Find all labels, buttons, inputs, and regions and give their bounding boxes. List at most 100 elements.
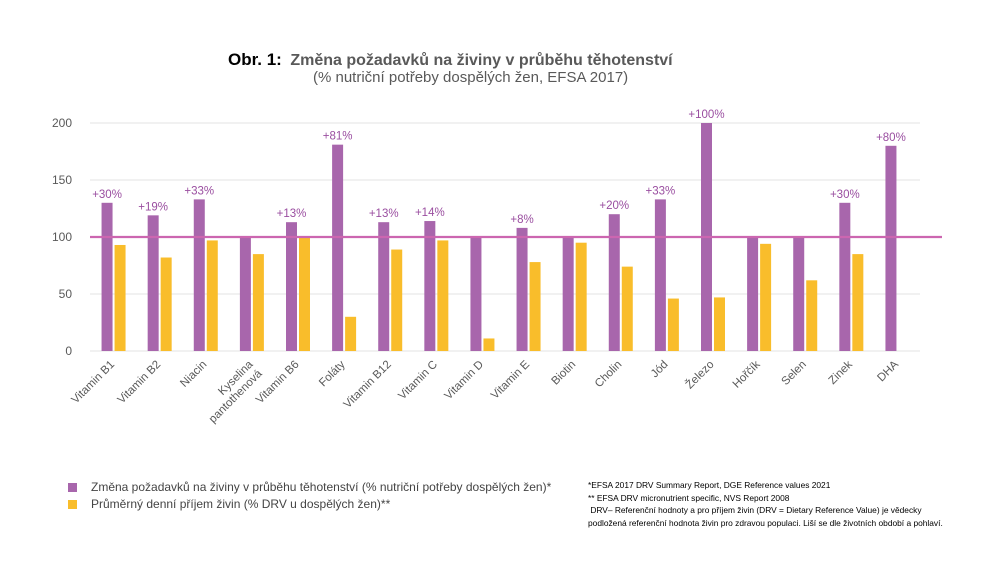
x-tick-label: Foláty [317, 358, 348, 389]
bar-intake [621, 266, 633, 351]
data-label: +33% [646, 185, 676, 197]
bar-intake [345, 316, 357, 351]
bar-intake [206, 240, 218, 351]
y-tick-label: 150 [52, 173, 72, 187]
bar-change [839, 202, 851, 351]
x-tick-label: Zinek [827, 358, 856, 387]
x-tick-label: Vitamin B6 [254, 359, 302, 407]
bar-intake [806, 280, 818, 351]
data-label: +30% [830, 189, 860, 201]
bar-intake [160, 257, 172, 351]
x-tick-label: Vitamin E [489, 358, 532, 401]
data-label: +13% [277, 208, 307, 220]
x-tick-label-line: Selen [780, 359, 809, 388]
legend-swatch-intake [68, 499, 77, 509]
x-tick-label-line: Zinek [827, 358, 856, 387]
data-label: +13% [369, 208, 399, 220]
y-tick-label: 0 [65, 344, 72, 358]
footnote-line: *EFSA 2017 DRV Summary Report, DGE Refer… [588, 480, 831, 490]
x-tick-label: Biotin [549, 359, 578, 388]
bar-intake [575, 242, 587, 351]
bar-change [193, 199, 205, 351]
bar-change [286, 222, 297, 351]
bar-change [332, 144, 344, 351]
x-tick-label: Jód [649, 359, 671, 381]
bar-change [793, 237, 805, 351]
x-tick-label-line: Hořčík [731, 358, 763, 390]
x-tick-label-line: DHA [875, 358, 901, 384]
x-tick-label-line: Železo [683, 358, 717, 392]
x-tick-label-line: Vitamin B6 [254, 359, 302, 407]
legend-item-intake: Průměrný denní příjem živin (% DRV u dos… [68, 497, 390, 511]
data-label: +14% [415, 207, 445, 219]
bar-change [516, 227, 528, 351]
bar-intake [667, 298, 679, 351]
x-tick-label-line: Foláty [317, 358, 348, 389]
x-tick-label: Selen [780, 359, 809, 388]
legend-item-change: Změna požadavků na živiny v průběhu těho… [68, 480, 551, 494]
x-tick-label: Vitamin B12 [342, 359, 394, 411]
x-tick-label: Hořčík [731, 358, 763, 390]
bar-change [885, 145, 897, 351]
data-label: +80% [876, 132, 906, 144]
bar-change [654, 199, 666, 351]
bar-intake [252, 254, 264, 351]
legend-swatch-change [68, 482, 77, 492]
data-label: +100% [688, 109, 724, 121]
bar-change [470, 237, 482, 351]
chart-title: Obr. 1: Změna požadavků na živiny v průb… [228, 50, 673, 70]
x-tick-label-line: Niacin [178, 359, 209, 390]
data-label: +30% [92, 189, 122, 201]
bar-intake [529, 262, 541, 351]
bar-change [147, 215, 159, 351]
bar-change [424, 221, 436, 351]
bar-chart: 0 50 100 150 200 +30% Vitamin B1 +19% Vitamin B2… [52, 109, 942, 426]
x-tick-label: Niacin [178, 359, 209, 390]
x-tick-label: Vitamin C [396, 359, 440, 403]
legend-label-intake: Průměrný denní příjem živin (% DRV u dos… [91, 497, 391, 511]
x-tick-label: Cholin [593, 359, 625, 391]
x-tick-label: Vitamin B1 [70, 359, 118, 407]
data-label: +8% [510, 214, 533, 226]
bar-intake [852, 254, 864, 351]
x-tick-label-line: Jód [649, 359, 671, 381]
footnote-line: podložená referenční hodnota živin pro z… [588, 517, 943, 528]
x-tick-label-line: Vitamin B2 [116, 359, 164, 407]
y-tick-label: 50 [59, 287, 73, 301]
x-tick-label-line: Vitamin D [442, 359, 486, 403]
legend-label-change: Změna požadavků na živiny v průběhu těho… [91, 480, 552, 494]
bar-intake [391, 249, 403, 351]
bar-intake [714, 297, 725, 351]
x-tick-label-line: Vitamin B12 [342, 359, 394, 411]
bar-intake [760, 243, 772, 351]
x-tick-label-line: Biotin [549, 359, 578, 388]
y-tick-label: 100 [52, 230, 72, 244]
bar-intake [483, 338, 495, 351]
bar-intake [299, 237, 310, 351]
footnotes: *EFSA 2017 DRV Summary Report, DGE Refer… [588, 479, 943, 529]
x-tick-label-line: Vitamin E [489, 358, 532, 401]
x-tick-label-line: Vitamin B1 [70, 359, 118, 407]
x-tick-label: DHA [875, 358, 901, 384]
bar-change [608, 214, 620, 351]
bar-intake [437, 240, 449, 351]
x-tick-label: Železo [683, 358, 717, 392]
x-tick-label-line: Cholin [593, 359, 625, 391]
bar-change [562, 237, 574, 351]
data-label: +81% [323, 131, 353, 143]
y-tick-label: 200 [52, 116, 72, 130]
x-tick-label: Vitamin D [442, 359, 486, 403]
data-label: +20% [599, 200, 629, 212]
data-label: +33% [184, 185, 214, 197]
bar-intake [114, 244, 126, 351]
footnote-line: DRV– Referenční hodnoty a pro příjem živ… [588, 505, 922, 515]
bar-change [378, 222, 390, 351]
bar-change [747, 237, 759, 351]
x-tick-label: Vitamin B2 [116, 359, 164, 407]
bar-change [239, 237, 251, 351]
data-label: +19% [138, 201, 168, 213]
x-tick-label-line: Vitamin C [396, 359, 440, 403]
bar-change [101, 202, 113, 351]
chart-subtitle: (% nutriční potřeby dospělých žen, EFSA … [313, 69, 629, 86]
title-text: Změna požadavků na živiny v průběhu těho… [290, 52, 673, 69]
